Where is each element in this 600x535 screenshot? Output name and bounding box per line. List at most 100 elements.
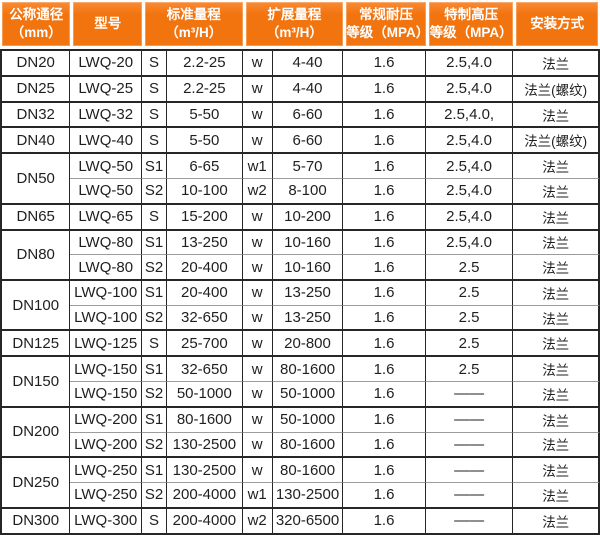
- cell-model: LWQ-125: [70, 329, 142, 356]
- cell-extended-code: w1: [242, 481, 273, 507]
- cell-special-pressure: 2.5: [425, 254, 514, 279]
- cell-extended-range: 320-6500: [272, 506, 344, 535]
- cell-dn: DN50: [0, 152, 71, 203]
- cell-standard-code: S: [141, 329, 168, 356]
- cell-standard-range: 130-2500: [167, 431, 243, 457]
- table-row: LWQ-100 S2 32-650 w 13-250 1.6 2.5 法兰: [0, 304, 600, 330]
- header-normal-pressure: 常规耐压 等级（MPA）: [343, 0, 429, 49]
- cell-extended-range: 80-1600: [272, 355, 344, 382]
- cell-standard-code: S: [141, 202, 168, 229]
- cell-standard-range: 20-400: [167, 254, 243, 279]
- cell-extended-range: 10-200: [272, 202, 344, 229]
- cell-dn: DN20: [0, 49, 71, 75]
- cell-dn: DN250: [0, 456, 71, 507]
- cell-special-pressure: 2.5,4.0: [425, 202, 514, 229]
- cell-extended-code: w: [242, 126, 273, 153]
- cell-standard-range: 6-65: [167, 152, 243, 179]
- cell-extended-code: w: [242, 405, 273, 432]
- header-special-pressure: 特制高压 等级（MPA）: [425, 0, 514, 49]
- table-row: DN250 LWQ-250 S1 130-2500 w 80-1600 1.6 —— 法兰: [0, 456, 600, 507]
- cell-model: LWQ-25: [70, 74, 142, 101]
- cell-standard-code: S: [141, 126, 168, 153]
- cell-dn: DN80: [0, 228, 71, 279]
- cell-model: LWQ-150: [70, 355, 142, 382]
- cell-standard-range: 32-650: [167, 304, 243, 330]
- cell-dn: DN25: [0, 74, 71, 101]
- cell-dn: DN32: [0, 100, 71, 127]
- cell-extended-code: w: [242, 100, 273, 127]
- cell-normal-pressure: 1.6: [343, 126, 426, 153]
- cell-extended-range: 5-70: [272, 152, 344, 179]
- cell-standard-range: 130-2500: [167, 456, 243, 482]
- cell-extended-range: 6-60: [272, 126, 344, 153]
- cell-normal-pressure: 1.6: [343, 49, 426, 75]
- cell-standard-range: 2.2-25: [167, 49, 243, 75]
- cell-extended-range: 4-40: [272, 74, 344, 101]
- cell-model: LWQ-200: [70, 405, 142, 432]
- cell-extended-code: w: [242, 202, 273, 229]
- cell-install: 法兰: [513, 431, 600, 457]
- cell-standard-range: 5-50: [167, 126, 243, 153]
- header-standard-range: 标准量程 （m³/H）: [141, 0, 243, 49]
- cell-extended-code: w: [242, 49, 273, 75]
- table-row: LWQ-50 S2 10-100 w2 8-100 1.6 2.5,4.0 法兰: [0, 178, 600, 203]
- cell-special-pressure: ——: [425, 506, 514, 535]
- cell-special-pressure: 2.5,4.0: [425, 178, 514, 203]
- table-row: DN300 LWQ-300 S 200-4000 w2 320-6500 1.6 —— 法兰: [0, 506, 600, 535]
- cell-special-pressure: 2.5,4.0,: [425, 100, 514, 127]
- cell-model: LWQ-50: [70, 178, 142, 203]
- cell-extended-code: w: [242, 456, 273, 482]
- cell-normal-pressure: 1.6: [343, 329, 426, 356]
- cell-dn: DN125: [0, 329, 71, 356]
- cell-special-pressure: 2.5: [425, 355, 514, 382]
- table-row: LWQ-80 S2 20-400 w 10-160 1.6 2.5 法兰: [0, 254, 600, 279]
- cell-extended-code: w1: [242, 152, 273, 179]
- cell-normal-pressure: 1.6: [343, 228, 426, 255]
- cell-extended-code: w2: [242, 506, 273, 535]
- cell-normal-pressure: 1.6: [343, 506, 426, 535]
- table-row: LWQ-150 S2 50-1000 w 50-1000 1.6 —— 法兰: [0, 381, 600, 406]
- cell-install: 法兰: [513, 456, 600, 482]
- cell-standard-range: 5-50: [167, 100, 243, 127]
- cell-standard-range: 20-400: [167, 278, 243, 305]
- cell-standard-code: S2: [141, 178, 168, 203]
- cell-normal-pressure: 1.6: [343, 74, 426, 101]
- cell-model: LWQ-80: [70, 254, 142, 279]
- header-extended-range: 扩展量程 （m³/H）: [242, 0, 344, 49]
- cell-extended-range: 80-1600: [272, 431, 344, 457]
- cell-install: 法兰: [513, 278, 600, 305]
- table-row: DN40 LWQ-40 S 5-50 w 6-60 1.6 2.5,4.0 法兰(螺纹): [0, 126, 600, 153]
- cell-dn: DN40: [0, 126, 71, 153]
- cell-dn: DN200: [0, 405, 71, 457]
- cell-extended-code: w: [242, 74, 273, 101]
- cell-standard-range: 32-650: [167, 355, 243, 382]
- cell-standard-range: 2.2-25: [167, 74, 243, 101]
- table-row: DN150 LWQ-150 S1 32-650 w 80-1600 1.6 2.5 法兰: [0, 355, 600, 406]
- header-nominal-diameter: 公称通径 （mm）: [0, 0, 71, 49]
- table-row: DN50 LWQ-50 S1 6-65 w1 5-70 1.6 2.5,4.0 法兰: [0, 152, 600, 203]
- table-row: LWQ-250 S2 200-4000 w1 130-2500 1.6 —— 法兰: [0, 481, 600, 507]
- cell-model: LWQ-65: [70, 202, 142, 229]
- cell-dn: DN150: [0, 355, 71, 406]
- cell-extended-code: w: [242, 304, 273, 330]
- cell-extended-range: 130-2500: [272, 481, 344, 507]
- cell-install: 法兰: [513, 381, 600, 406]
- cell-extended-range: 13-250: [272, 304, 344, 330]
- cell-model: LWQ-80: [70, 228, 142, 255]
- cell-dn: DN300: [0, 506, 71, 535]
- cell-special-pressure: ——: [425, 431, 514, 457]
- cell-special-pressure: 2.5,4.0: [425, 152, 514, 179]
- cell-model: LWQ-200: [70, 431, 142, 457]
- cell-extended-code: w: [242, 278, 273, 305]
- cell-install: 法兰: [513, 329, 600, 356]
- cell-extended-range: 4-40: [272, 49, 344, 75]
- cell-extended-range: 10-160: [272, 228, 344, 255]
- table-row: DN25 LWQ-25 S 2.2-25 w 4-40 1.6 2.5,4.0 法兰(螺纹): [0, 74, 600, 101]
- cell-standard-range: 80-1600: [167, 405, 243, 432]
- table-header: 公称通径 （mm） 型号 标准量程 （m³/H） 扩展量程 （m³/H） 常规耐…: [0, 0, 600, 49]
- cell-standard-code: S2: [141, 381, 168, 406]
- cell-standard-code: S1: [141, 405, 168, 432]
- cell-standard-range: 200-4000: [167, 506, 243, 535]
- cell-special-pressure: 2.5: [425, 329, 514, 356]
